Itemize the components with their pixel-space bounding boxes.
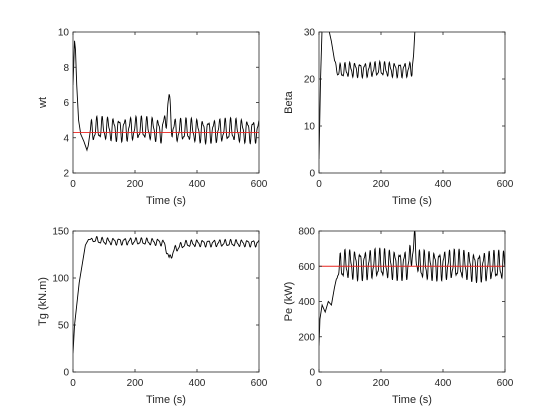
axes-box	[72, 230, 260, 373]
x-tick-label: 600	[251, 179, 268, 190]
x-tick-label: 400	[189, 378, 206, 389]
y-tick-label: 30	[304, 28, 316, 39]
y-axis-label: Tg (kN.m)	[37, 277, 49, 326]
x-tick-label: 0	[70, 378, 76, 389]
subplot-1: 0 200 400 600 2 4 6 8 10 Time (s) wt	[37, 28, 268, 208]
series-line	[73, 235, 259, 354]
x-tick-label: 400	[189, 179, 206, 190]
y-tick-label: 200	[298, 332, 315, 343]
y-axis-label: Beta	[283, 90, 295, 114]
x-axis-label: Time (s)	[146, 195, 186, 207]
series-line	[319, 32, 416, 159]
plot-area	[73, 231, 259, 372]
series-line	[319, 231, 505, 346]
subplot-4: 0 200 400 600 0 200 400 600 800 Time (s) Pe (kW)	[283, 227, 514, 407]
y-tick-label: 8	[63, 63, 69, 74]
y-tick-label: 6	[63, 98, 69, 109]
x-axis-label: Time (s)	[146, 394, 186, 406]
x-tick-label: 0	[316, 378, 322, 389]
y-tick-label: 0	[63, 368, 69, 379]
y-tick-label: 100	[52, 274, 69, 285]
y-tick-label: 800	[298, 227, 315, 238]
y-axis-label: wt	[37, 97, 49, 109]
plot-area	[73, 32, 259, 173]
plot-area	[319, 231, 505, 372]
x-axis-label: Time (s)	[392, 394, 432, 406]
subplot-3: 0 200 400 600 0 50 100 150 Time (s) Tg (kN.m)	[37, 227, 268, 407]
y-tick-label: 10	[304, 122, 316, 133]
x-tick-label: 200	[127, 378, 144, 389]
subplot-2: 0 200 400 600 0 10 20 30 Time (s) Beta	[283, 28, 514, 208]
y-axis-label: Pe (kW)	[283, 282, 295, 322]
y-tick-label: 600	[298, 262, 315, 273]
x-tick-label: 0	[70, 179, 76, 190]
y-tick-label: 0	[309, 169, 315, 180]
y-tick-label: 400	[298, 297, 315, 308]
x-tick-label: 400	[435, 378, 452, 389]
x-tick-label: 200	[127, 179, 144, 190]
y-tick-label: 50	[58, 321, 70, 332]
x-tick-label: 0	[316, 179, 322, 190]
x-tick-label: 600	[251, 378, 268, 389]
y-tick-label: 10	[58, 28, 70, 39]
y-tick-label: 20	[304, 75, 316, 86]
x-tick-label: 200	[373, 378, 390, 389]
y-tick-label: 0	[309, 368, 315, 379]
y-tick-label: 150	[52, 227, 69, 238]
x-tick-label: 600	[497, 378, 514, 389]
x-tick-label: 400	[435, 179, 452, 190]
axes-box	[318, 31, 506, 174]
y-tick-label: 4	[63, 133, 69, 144]
x-tick-label: 600	[497, 179, 514, 190]
x-axis-label: Time (s)	[392, 195, 432, 207]
plot-area	[319, 32, 505, 173]
y-tick-label: 2	[63, 169, 69, 180]
x-tick-label: 200	[373, 179, 390, 190]
